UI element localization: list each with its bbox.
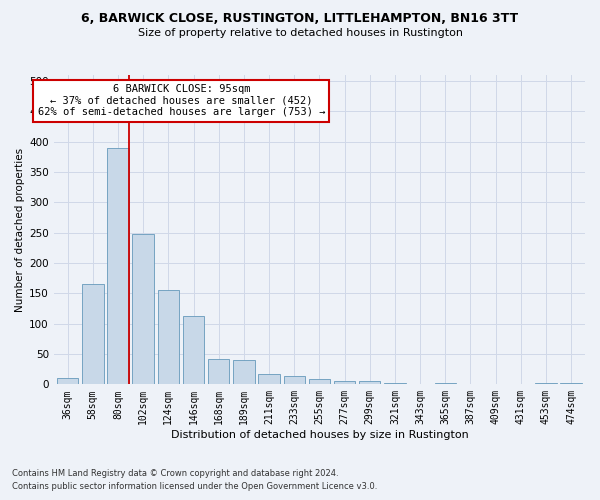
Bar — [233, 360, 254, 384]
Bar — [560, 382, 582, 384]
Text: 6, BARWICK CLOSE, RUSTINGTON, LITTLEHAMPTON, BN16 3TT: 6, BARWICK CLOSE, RUSTINGTON, LITTLEHAMP… — [82, 12, 518, 26]
Bar — [107, 148, 128, 384]
Bar — [535, 383, 557, 384]
Bar — [359, 382, 380, 384]
Bar — [259, 374, 280, 384]
Text: 6 BARWICK CLOSE: 95sqm
← 37% of detached houses are smaller (452)
62% of semi-de: 6 BARWICK CLOSE: 95sqm ← 37% of detached… — [38, 84, 325, 117]
Bar — [384, 382, 406, 384]
Bar — [82, 284, 104, 384]
Bar — [284, 376, 305, 384]
Y-axis label: Number of detached properties: Number of detached properties — [15, 148, 25, 312]
Bar — [57, 378, 79, 384]
Bar — [133, 234, 154, 384]
Bar — [334, 380, 355, 384]
Bar — [434, 383, 456, 384]
Text: Contains HM Land Registry data © Crown copyright and database right 2024.: Contains HM Land Registry data © Crown c… — [12, 468, 338, 477]
Bar — [208, 359, 229, 384]
X-axis label: Distribution of detached houses by size in Rustington: Distribution of detached houses by size … — [170, 430, 468, 440]
Text: Size of property relative to detached houses in Rustington: Size of property relative to detached ho… — [137, 28, 463, 38]
Text: Contains public sector information licensed under the Open Government Licence v3: Contains public sector information licen… — [12, 482, 377, 491]
Bar — [158, 290, 179, 384]
Bar — [308, 380, 330, 384]
Bar — [183, 316, 204, 384]
